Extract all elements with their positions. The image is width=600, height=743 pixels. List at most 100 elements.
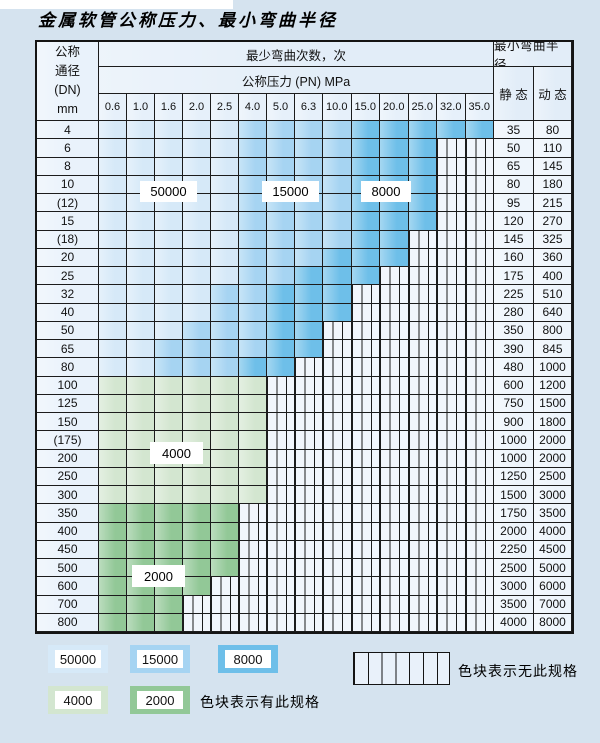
grid-cell bbox=[323, 504, 352, 523]
grid-cell bbox=[323, 413, 352, 432]
grid-cell bbox=[295, 358, 323, 377]
grid-cell bbox=[351, 139, 380, 158]
grid-cell bbox=[408, 121, 437, 140]
min-bend-radius-header: 最小弯曲半径 bbox=[494, 42, 572, 67]
grid-cell bbox=[99, 175, 127, 194]
grid-cell bbox=[351, 522, 380, 541]
grid-cell bbox=[239, 230, 267, 249]
grid-cell bbox=[239, 394, 267, 413]
grid-cell bbox=[437, 285, 466, 304]
grid-cell bbox=[211, 194, 239, 213]
grid-cell bbox=[239, 358, 267, 377]
grid-cell bbox=[408, 175, 437, 194]
grid-cell bbox=[437, 449, 466, 468]
grid-cell bbox=[408, 413, 437, 432]
legend-absent-label: 色块表示无此规格 bbox=[458, 663, 578, 679]
grid-cell bbox=[127, 358, 155, 377]
grid-cell bbox=[127, 613, 155, 632]
cycle-count-label: 4000 bbox=[150, 442, 203, 464]
grid-cell bbox=[183, 376, 211, 395]
dynamic-radius-cell: 2500 bbox=[534, 467, 572, 486]
dn-cell: 600 bbox=[37, 577, 99, 596]
grid-cell bbox=[408, 285, 437, 304]
grid-cell bbox=[323, 157, 352, 176]
grid-cell bbox=[408, 431, 437, 450]
static-radius-cell: 120 bbox=[494, 212, 534, 231]
grid-cell bbox=[239, 486, 267, 505]
static-radius-cell: 225 bbox=[494, 285, 534, 304]
static-radius-cell: 600 bbox=[494, 376, 534, 395]
grid-cell bbox=[99, 285, 127, 304]
grid-cell bbox=[465, 121, 494, 140]
static-radius-cell: 1250 bbox=[494, 467, 534, 486]
grid-cell bbox=[211, 522, 239, 541]
grid-cell bbox=[99, 248, 127, 267]
static-radius-cell: 350 bbox=[494, 321, 534, 340]
grid-cell bbox=[267, 559, 295, 578]
grid-cell bbox=[465, 157, 494, 176]
grid-cell bbox=[99, 321, 127, 340]
dn-cell: 800 bbox=[37, 613, 99, 632]
dn-cell: 250 bbox=[37, 467, 99, 486]
grid-cell bbox=[437, 540, 466, 559]
grid-cell bbox=[465, 504, 494, 523]
legend-swatch: 8000 bbox=[218, 645, 278, 673]
grid-cell bbox=[267, 486, 295, 505]
grid-cell bbox=[380, 559, 409, 578]
grid-cell bbox=[465, 577, 494, 596]
grid-cell bbox=[408, 522, 437, 541]
dynamic-radius-cell: 1000 bbox=[534, 358, 572, 377]
grid-cell bbox=[380, 394, 409, 413]
grid-cell bbox=[351, 467, 380, 486]
dynamic-radius-cell: 510 bbox=[534, 285, 572, 304]
grid-cell bbox=[295, 540, 323, 559]
grid-cell bbox=[408, 267, 437, 286]
grid-cell bbox=[155, 340, 183, 359]
grid-cell bbox=[155, 157, 183, 176]
dn-cell: 700 bbox=[37, 595, 99, 614]
grid-cell bbox=[211, 540, 239, 559]
grid-cell bbox=[323, 394, 352, 413]
grid-cell bbox=[155, 285, 183, 304]
grid-cell bbox=[295, 230, 323, 249]
grid-cell bbox=[380, 577, 409, 596]
dynamic-radius-cell: 400 bbox=[534, 267, 572, 286]
grid-cell bbox=[408, 394, 437, 413]
grid-cell bbox=[437, 121, 466, 140]
grid-cell bbox=[323, 303, 352, 322]
grid-cell bbox=[295, 595, 323, 614]
grid-cell bbox=[211, 230, 239, 249]
grid-cell bbox=[127, 340, 155, 359]
grid-cell bbox=[465, 522, 494, 541]
pressure-tick: 35.0 bbox=[465, 94, 494, 121]
grid-cell bbox=[267, 285, 295, 304]
grid-cell bbox=[351, 285, 380, 304]
grid-cell bbox=[437, 303, 466, 322]
grid-cell bbox=[465, 212, 494, 231]
grid-cell bbox=[351, 595, 380, 614]
grid-cell bbox=[127, 431, 155, 450]
static-radius-cell: 750 bbox=[494, 394, 534, 413]
grid-cell bbox=[183, 394, 211, 413]
dn-cell: 4 bbox=[37, 121, 99, 140]
grid-cell bbox=[183, 267, 211, 286]
grid-cell bbox=[323, 285, 352, 304]
grid-cell bbox=[323, 139, 352, 158]
grid-cell bbox=[465, 139, 494, 158]
grid-cell bbox=[351, 376, 380, 395]
grid-cell bbox=[408, 230, 437, 249]
dn-cell: 32 bbox=[37, 285, 99, 304]
grid-cell bbox=[465, 267, 494, 286]
grid-cell bbox=[127, 467, 155, 486]
static-radius-cell: 900 bbox=[494, 413, 534, 432]
legend-present-label: 色块表示有此规格 bbox=[200, 694, 320, 710]
grid-cell bbox=[155, 358, 183, 377]
corner-header-line: mm bbox=[57, 102, 78, 116]
pressure-tick: 2.5 bbox=[211, 94, 239, 121]
grid-cell bbox=[127, 486, 155, 505]
grid-cell bbox=[211, 431, 239, 450]
grid-cell bbox=[437, 230, 466, 249]
grid-cell bbox=[437, 194, 466, 213]
grid-cell bbox=[127, 504, 155, 523]
grid-cell bbox=[155, 467, 183, 486]
